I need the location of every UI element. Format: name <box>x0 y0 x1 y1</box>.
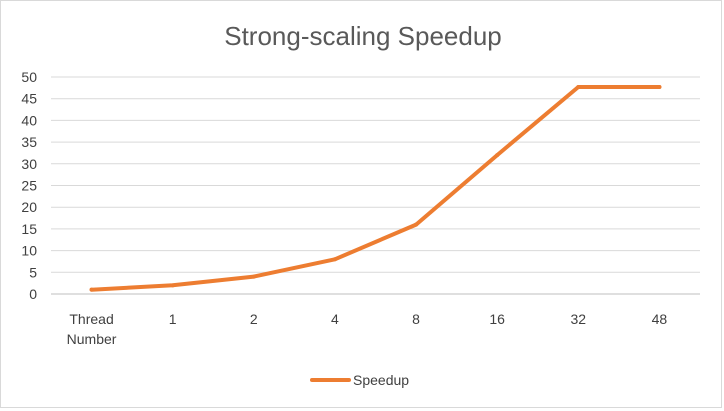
series-line-speedup <box>89 85 662 292</box>
data-point <box>251 274 256 279</box>
data-point <box>495 153 500 158</box>
y-tick-label: 15 <box>21 221 37 237</box>
series-group <box>89 84 662 292</box>
y-tick-label: 30 <box>21 156 37 172</box>
y-tick-label: 50 <box>21 69 37 85</box>
x-tick-label: 32 <box>571 311 587 327</box>
x-tick-label: 1 <box>169 311 177 327</box>
x-tick-label: 16 <box>489 311 505 327</box>
y-tick-label: 45 <box>21 91 37 107</box>
legend: Speedup <box>310 372 409 388</box>
y-tick-label: 35 <box>21 134 37 150</box>
data-point <box>170 283 175 288</box>
y-tick-label: 40 <box>21 112 37 128</box>
y-tick-label: 10 <box>21 243 37 259</box>
legend-label-speedup: Speedup <box>353 372 409 388</box>
chart-title: Strong-scaling Speedup <box>224 21 502 51</box>
data-point <box>332 257 337 262</box>
gridlines <box>51 76 700 295</box>
y-tick-label: 0 <box>29 286 37 302</box>
y-axis-ticks: 0 5 10 15 20 25 30 35 40 45 50 <box>21 69 37 302</box>
data-point <box>657 84 662 89</box>
x-tick-label: 8 <box>412 311 420 327</box>
y-tick-label: 20 <box>21 199 37 215</box>
data-point <box>576 84 581 89</box>
x-tick-label: 4 <box>331 311 339 327</box>
y-tick-label: 5 <box>29 264 37 280</box>
data-point <box>89 287 94 292</box>
y-tick-label: 25 <box>21 178 37 194</box>
data-point <box>414 222 419 227</box>
x-tick-label: 2 <box>250 311 258 327</box>
x-tick-label: Thread Number <box>67 311 117 347</box>
x-tick-label: 48 <box>652 311 668 327</box>
